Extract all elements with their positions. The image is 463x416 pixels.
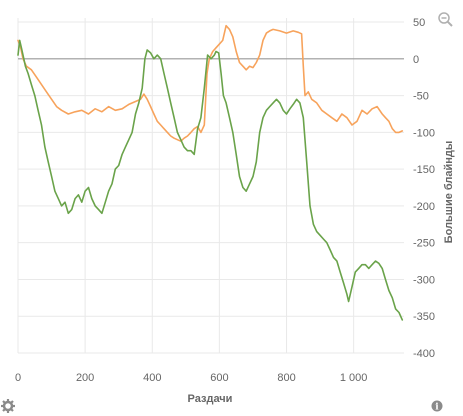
y-tick-label: -400: [413, 348, 435, 360]
series-lines: [17, 24, 404, 321]
x-tick-label: 1 000: [340, 372, 368, 384]
y-tick-label: 50: [413, 17, 425, 29]
y-tick-label: -50: [413, 91, 429, 103]
info-icon[interactable]: i: [431, 400, 443, 413]
info-icon-glyph: i: [435, 403, 439, 413]
y-tick-label: -100: [413, 127, 435, 139]
magnifier-minus-icon[interactable]: [438, 12, 453, 27]
y-tick-label: 0: [413, 54, 419, 66]
y-tick-label: -250: [413, 238, 435, 250]
series-line-2: [17, 39, 404, 321]
x-tick-label: 200: [76, 372, 94, 384]
y-tick-label: -200: [413, 201, 435, 213]
x-tick-label: 800: [277, 372, 295, 384]
gridlines: [17, 18, 404, 354]
y-tick-label: -350: [413, 311, 435, 323]
y-axis-title: Большие блайнды: [443, 141, 455, 244]
x-axis-ticks: 0 200 400 600 800 1 000: [15, 372, 367, 384]
x-axis-title: Раздачи: [188, 393, 233, 405]
series-line-1: [17, 24, 404, 142]
x-tick-label: 400: [143, 372, 161, 384]
y-tick-label: -150: [413, 164, 435, 176]
x-tick-label: 600: [210, 372, 228, 384]
gear-icon[interactable]: [1, 399, 15, 413]
x-tick-label: 0: [15, 372, 21, 384]
y-tick-label: -300: [413, 274, 435, 286]
y-axis-ticks: 50 0 -50 -100 -150 -200 -250 -300 -350 -400: [413, 17, 435, 360]
